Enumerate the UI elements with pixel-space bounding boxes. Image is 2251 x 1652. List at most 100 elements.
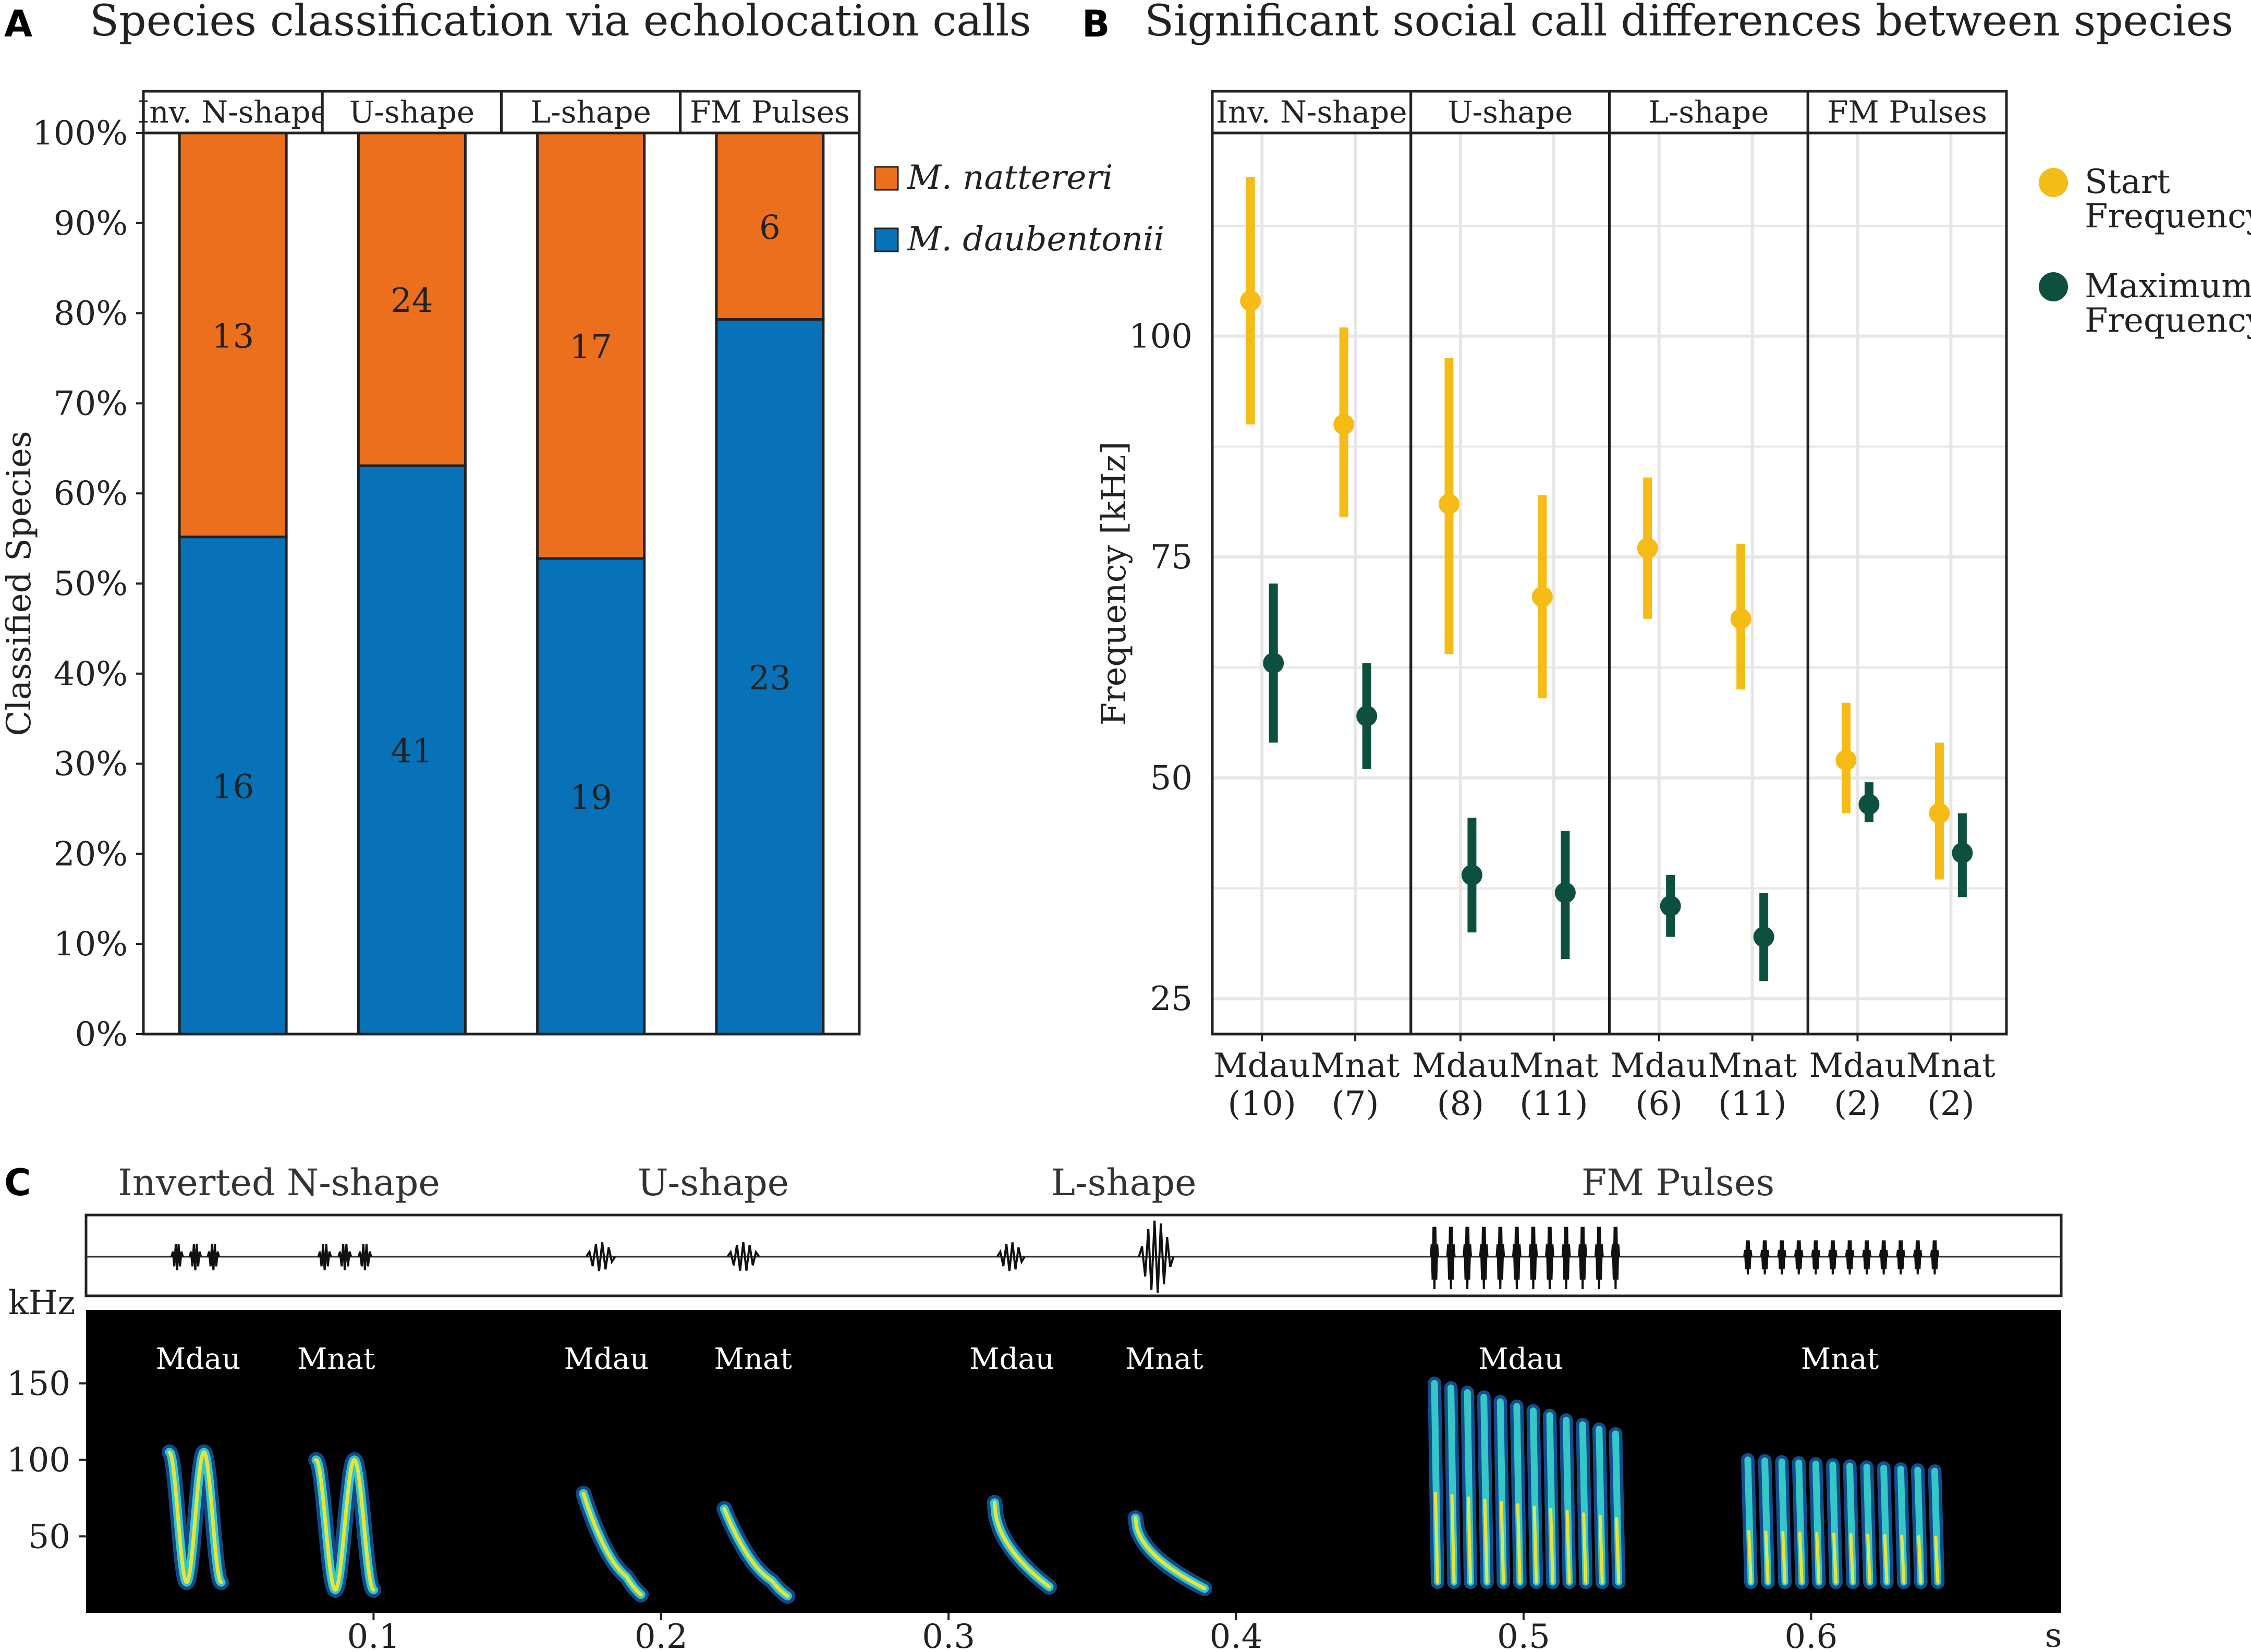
panel-c-label: C [4, 1161, 31, 1204]
oscillogram-pulse [1611, 1226, 1621, 1290]
start-frequency-point [1835, 749, 1857, 771]
fm-pulse-core [1832, 1532, 1838, 1584]
fm-pulse-core [1747, 1529, 1753, 1584]
facet-panel-frame [1608, 131, 1809, 1036]
start-frequency-point [1240, 290, 1261, 311]
legend-label: Maximum [2085, 267, 2251, 306]
fm-pulse-core [1615, 1516, 1621, 1584]
x-group-sample-size: (2) [1927, 1085, 1975, 1123]
call-contour-l-shape-core [1134, 1516, 1207, 1590]
count-label-daubentonii: 23 [749, 659, 791, 698]
start-frequency-point [1730, 608, 1751, 629]
facet-panel-frame [1211, 131, 1413, 1036]
call-contour-inverted-n-core [314, 1458, 375, 1592]
panel-a-title: Species classification via echolocation … [90, 0, 1031, 46]
segment-title: U-shape [638, 1161, 789, 1204]
fm-pulse-core [1849, 1533, 1855, 1584]
y-tick-label: 150 [7, 1365, 70, 1403]
maximum-frequency-point [1263, 652, 1284, 674]
fm-pulse-core [1582, 1512, 1588, 1584]
oscillogram-pulse [1594, 1226, 1604, 1290]
call-species-label: Mdau [564, 1342, 649, 1376]
x-tick-label: 0.6 [1784, 1618, 1838, 1652]
fm-pulse-core [1598, 1514, 1604, 1584]
call-species-label: Mdau [1478, 1342, 1563, 1376]
y-tick-label: 100 [1129, 318, 1193, 356]
oscillogram-pulse [1760, 1240, 1770, 1275]
oscillogram-pulse [1479, 1226, 1489, 1290]
x-group-sample-size: (2) [1834, 1085, 1881, 1123]
oscillogram-pulse [1777, 1240, 1787, 1275]
maximum-frequency-point [1858, 794, 1880, 815]
start-frequency-point [1531, 586, 1553, 608]
x-group-label: Mnat [1311, 1047, 1400, 1085]
oscillogram-burst [357, 1244, 372, 1271]
bar-nattereri [357, 131, 467, 467]
call-species-label: Mdau [969, 1342, 1054, 1376]
x-group-sample-size: (10) [1228, 1085, 1296, 1123]
legend-label: M. daubentonii [907, 220, 1164, 259]
fm-pulse-core [1883, 1534, 1889, 1584]
panel-b-frequency-point-range-chart: 25 50 75 100 Frequency [kHz] Inv. N-shape Mdau… [1095, 90, 2251, 1123]
y-tick-label: 100% [32, 114, 128, 153]
fm-pulse-core [1764, 1530, 1770, 1584]
bar-daubentonii [536, 557, 646, 1036]
y-tick-label: 20% [54, 835, 128, 873]
x-tick-label: 0.4 [1210, 1618, 1263, 1652]
y-tick-label: 30% [54, 745, 128, 784]
fm-pulse-core [1934, 1535, 1940, 1584]
fm-pulse-core [1516, 1503, 1522, 1584]
oscillogram-pulse [1879, 1240, 1889, 1275]
fm-pulse-core [1467, 1496, 1473, 1584]
y-tick-label: 70% [54, 384, 128, 423]
start-frequency-point [1333, 414, 1355, 435]
x-group-label: Mnat [1510, 1047, 1599, 1085]
bar-daubentonii [715, 318, 825, 1036]
facet-strip-label: FM Pulses [1827, 94, 1987, 130]
fm-pulse-core [1917, 1535, 1923, 1584]
call-species-label: Mnat [1125, 1342, 1203, 1376]
y-tick-label: 50 [28, 1517, 70, 1556]
oscillogram-burst [726, 1242, 760, 1271]
oscillogram-burst [585, 1242, 616, 1271]
fm-pulse-core [1900, 1534, 1906, 1584]
y-tick-label: 80% [54, 295, 128, 333]
facet-strip [321, 90, 503, 135]
count-label-daubentonii: 16 [212, 768, 254, 806]
maximum-frequency-point [1952, 842, 1973, 864]
oscillogram-pulse [1463, 1226, 1473, 1290]
fm-pulse-core [1815, 1532, 1821, 1584]
call-species-label: Mnat [714, 1342, 793, 1376]
facet-strip-label: FM Pulses [690, 94, 850, 130]
x-group-label: Mdau [1809, 1047, 1906, 1085]
x-group-sample-size: (8) [1437, 1085, 1485, 1123]
panel-b-label: B [1082, 3, 1110, 45]
x-group-sample-size: (6) [1635, 1085, 1683, 1123]
oscillogram-pulse [1528, 1226, 1538, 1290]
call-contour-inverted-n-core [167, 1450, 223, 1584]
fm-pulse-core [1433, 1491, 1439, 1584]
facet-panel-frame [1409, 131, 1611, 1036]
oscillogram-burst [337, 1244, 352, 1271]
y-tick-label: 40% [54, 655, 128, 694]
legend-swatch [874, 227, 899, 252]
maximum-frequency-point [1660, 895, 1681, 917]
start-frequency-point [1438, 493, 1459, 515]
x-group-sample-size: (7) [1332, 1085, 1379, 1123]
facet-strip-label: L-shape [1648, 94, 1769, 130]
facet-strip-label: U-shape [349, 94, 475, 130]
count-label-nattereri: 13 [212, 317, 254, 356]
call-contour-u-shape-core [722, 1507, 789, 1598]
legend-point [2039, 272, 2068, 301]
x-tick-label: 0.3 [922, 1618, 975, 1652]
count-label-nattereri: 6 [759, 209, 781, 247]
call-contour-l-shape-core [992, 1501, 1051, 1589]
x-group-label: Mdau [1611, 1047, 1708, 1085]
oscillogram-pulse [1561, 1226, 1571, 1290]
bar-nattereri [178, 131, 288, 539]
legend-swatch [874, 166, 899, 191]
fm-pulse-core [1781, 1530, 1787, 1584]
oscillogram-pulse [1545, 1226, 1554, 1290]
oscillogram-pulse [1743, 1240, 1753, 1275]
